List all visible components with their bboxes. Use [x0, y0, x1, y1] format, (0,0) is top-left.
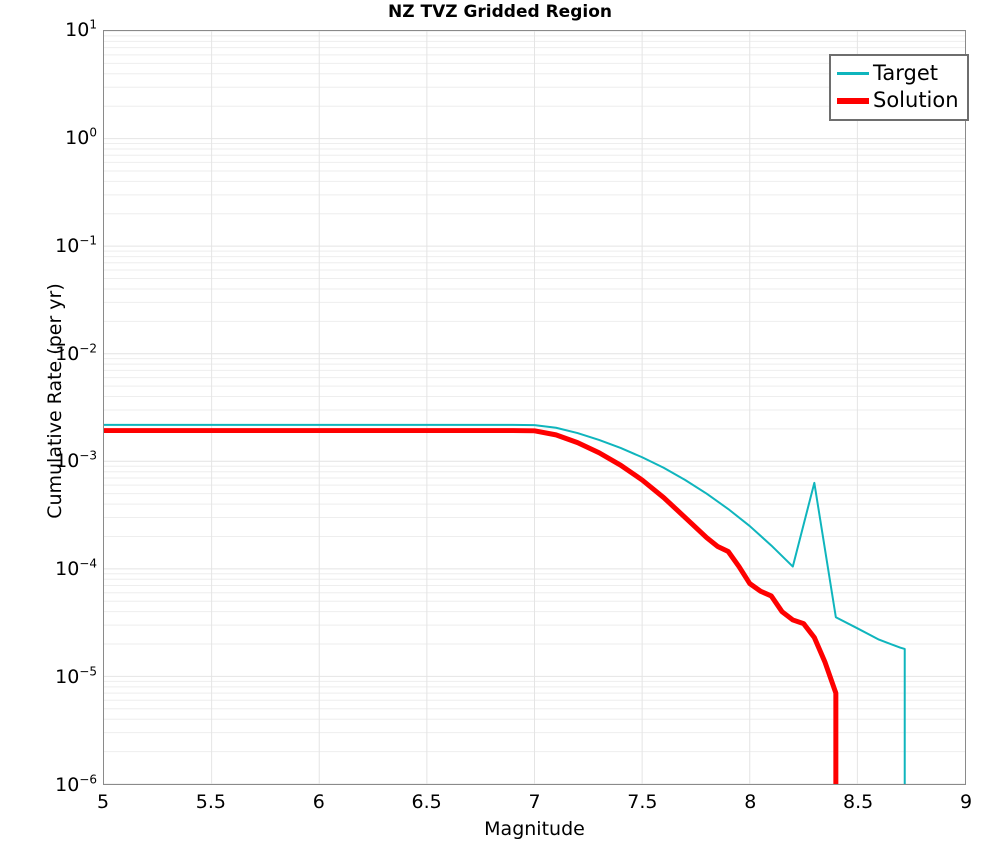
x-tick-label: 6 [312, 791, 325, 813]
y-tick-label: 10−4 [55, 556, 97, 581]
y-tick-label: 10−6 [55, 772, 97, 796]
y-axis-label: Cumulative Rate (per yr) [44, 283, 66, 519]
y-tick-label: 10−3 [55, 449, 97, 473]
gridlines [104, 31, 965, 784]
x-tick-label: 5.5 [195, 791, 226, 813]
y-tick-label: 10−2 [55, 341, 97, 365]
x-tick-label: 8.5 [843, 791, 874, 813]
legend-item-target[interactable]: Target [837, 60, 959, 87]
chart-title: NZ TVZ Gridded Region [388, 2, 612, 22]
x-tick-label: 8 [744, 791, 757, 813]
x-tick-label: 7.5 [627, 791, 658, 813]
x-tick-label: 6.5 [411, 791, 442, 813]
chart-legend: Target Solution [829, 54, 969, 121]
y-tick-label: 10−5 [55, 664, 97, 689]
legend-item-solution[interactable]: Solution [837, 87, 959, 114]
series-line-solution [104, 428, 839, 784]
data-series-layer [104, 423, 906, 784]
legend-label-solution: Solution [873, 88, 959, 112]
plot-area [103, 30, 966, 785]
legend-label-target: Target [873, 61, 938, 85]
legend-swatch-solution [837, 97, 869, 104]
x-tick-label: 5 [96, 791, 110, 813]
series-line-target [104, 423, 906, 784]
y-tick-label: 100 [65, 125, 97, 149]
y-tick-label: 101 [65, 17, 97, 41]
x-tick-label: 9 [959, 791, 973, 813]
x-tick-label: 7 [528, 791, 541, 813]
y-tick-label: 10−1 [55, 233, 97, 257]
x-axis-label: Magnitude [484, 818, 585, 840]
legend-swatch-target [837, 72, 869, 75]
